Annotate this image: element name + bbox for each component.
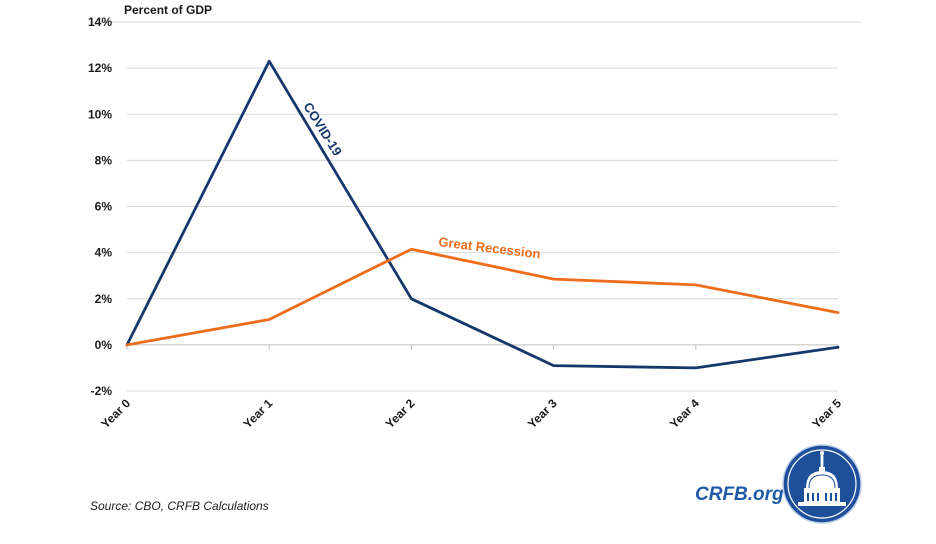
x-tick-label: Year 2: [383, 396, 418, 431]
x-tick-label: Year 3: [525, 396, 560, 431]
y-tick-label: 6%: [95, 200, 113, 214]
y-tick-label: 8%: [95, 153, 113, 167]
y-tick-label: 12%: [88, 61, 112, 75]
series-lines: [125, 59, 840, 370]
source-note: Source: CBO, CRFB Calculations: [90, 499, 269, 513]
x-tick-label: Year 5: [809, 396, 844, 431]
y-tick-label: 4%: [95, 246, 113, 260]
gridlines: [127, 67, 838, 392]
y-tick-label: 0%: [95, 338, 113, 352]
y-tick-label: -2%: [91, 384, 113, 398]
y-tick-label: 14%: [88, 15, 112, 29]
x-tick-label: Year 0: [98, 396, 133, 431]
y-axis-title: Percent of GDP: [124, 3, 213, 17]
y-tick-label: 2%: [95, 292, 113, 306]
y-axis: -2% 0% 2% 4% 6% 8% 10% 12% 14%: [88, 15, 112, 398]
brand-link[interactable]: CRFB.org: [695, 484, 784, 505]
y-tick-label: 10%: [88, 107, 112, 121]
series-line-covid-19: [125, 59, 840, 370]
series-line-great-recession: [125, 247, 840, 347]
x-tick-label: Year 4: [667, 396, 702, 431]
x-tick-label: Year 1: [240, 396, 275, 431]
x-axis: Year 0 Year 1 Year 2 Year 3 Year 4 Year 5: [98, 344, 844, 431]
crfb-seal-logo: [782, 444, 862, 524]
